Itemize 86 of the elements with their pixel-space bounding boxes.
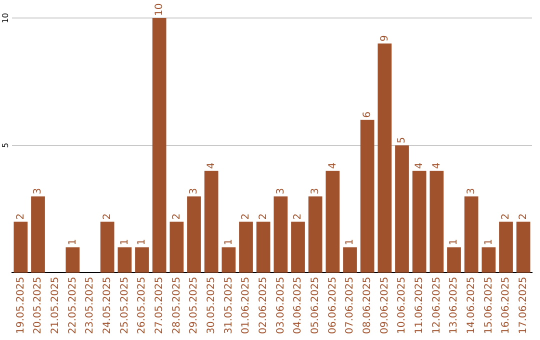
x-tick-label: 01.06.2025: [240, 276, 252, 334]
x-tick-label: 22.05.2025: [67, 276, 78, 334]
data-label: 2: [518, 213, 529, 220]
x-tick-label: 30.05.2025: [206, 276, 217, 334]
bar: [274, 196, 288, 273]
x-tick-label: 21.05.2025: [50, 276, 61, 334]
data-label: 4: [431, 162, 442, 169]
bar: [135, 247, 149, 273]
data-label: 3: [32, 188, 44, 194]
x-tick-label: 27.05.2025: [154, 276, 165, 334]
bar: [187, 196, 201, 273]
x-tick-label: 26.05.2025: [136, 276, 148, 334]
data-label: 1: [119, 238, 130, 246]
bar: [204, 170, 218, 273]
data-label: 3: [275, 188, 286, 194]
data-label: 6: [362, 112, 373, 118]
data-label: 3: [466, 188, 477, 194]
x-tick-label: 13.06.2025: [448, 276, 460, 334]
bar: [152, 18, 166, 273]
bar: [31, 196, 45, 273]
data-label: 1: [448, 238, 460, 246]
bar: [464, 196, 478, 273]
x-tick-label: 16.06.2025: [500, 276, 512, 334]
bar: [447, 247, 461, 273]
x-tick-label: 17.06.2025: [518, 276, 529, 334]
bar: [308, 196, 322, 273]
x-tick-label: 28.05.2025: [171, 276, 182, 334]
bar: [516, 222, 530, 273]
data-label: 9: [379, 35, 390, 42]
bar: [360, 120, 374, 273]
x-tick-label: 02.06.2025: [258, 276, 269, 334]
x-tick-label: 05.06.2025: [310, 276, 321, 334]
x-tick-label: 06.06.2025: [327, 276, 338, 334]
data-label: 2: [500, 213, 512, 220]
bar: [66, 247, 80, 273]
bar: [430, 170, 444, 273]
data-label: 2: [240, 213, 252, 220]
x-tick-label: 20.05.2025: [32, 276, 44, 334]
data-label: 4: [206, 162, 217, 169]
x-tick-label: 15.06.2025: [483, 276, 494, 334]
x-tick-label: 14.06.2025: [466, 276, 477, 334]
data-label: 1: [483, 238, 494, 246]
bar: [170, 222, 184, 273]
x-tick-label: 25.05.2025: [119, 276, 130, 334]
bar: [378, 43, 392, 273]
bar: [395, 145, 409, 273]
x-tick-label: 23.05.2025: [84, 276, 96, 334]
bar: [118, 247, 132, 273]
data-label: 5: [396, 136, 408, 144]
data-label: 2: [292, 213, 304, 220]
bar: [239, 222, 253, 273]
x-tick-label: 09.06.2025: [379, 276, 390, 334]
bar: [412, 170, 426, 273]
data-label: 10: [154, 3, 165, 16]
data-label: 2: [171, 213, 182, 220]
data-label: 2: [15, 213, 26, 220]
x-tick-label: 31.05.2025: [223, 276, 234, 334]
x-tick-label: 29.05.2025: [188, 276, 200, 334]
data-label: 3: [188, 188, 200, 194]
data-label: 2: [102, 213, 113, 220]
data-label: 1: [344, 238, 356, 246]
bar: [222, 247, 236, 273]
bar: [482, 247, 496, 273]
x-tick-label: 24.05.2025: [102, 276, 113, 334]
data-label: 1: [136, 238, 148, 246]
bar: [291, 222, 305, 273]
data-label: 4: [414, 162, 425, 169]
data-label: 2: [258, 213, 269, 220]
x-tick-label: 11.06.2025: [414, 276, 425, 334]
bar: [343, 247, 357, 273]
data-label: 3: [310, 188, 321, 194]
x-tick-label: 07.06.2025: [344, 276, 356, 334]
x-tick-label: 12.06.2025: [431, 276, 442, 334]
x-tick-label: 19.05.2025: [15, 276, 26, 334]
x-tick-label: 10.06.2025: [396, 276, 408, 334]
bar: [256, 222, 270, 273]
bar: [14, 222, 28, 273]
data-label: 1: [223, 238, 234, 246]
x-tick-label: 03.06.2025: [275, 276, 286, 334]
data-label: 1: [67, 238, 78, 246]
bar: [100, 222, 114, 273]
data-label: 4: [327, 162, 338, 169]
bar: [499, 222, 513, 273]
x-tick-label: 04.06.2025: [292, 276, 304, 334]
x-tick-label: 08.06.2025: [362, 276, 373, 334]
bar: [326, 170, 340, 273]
